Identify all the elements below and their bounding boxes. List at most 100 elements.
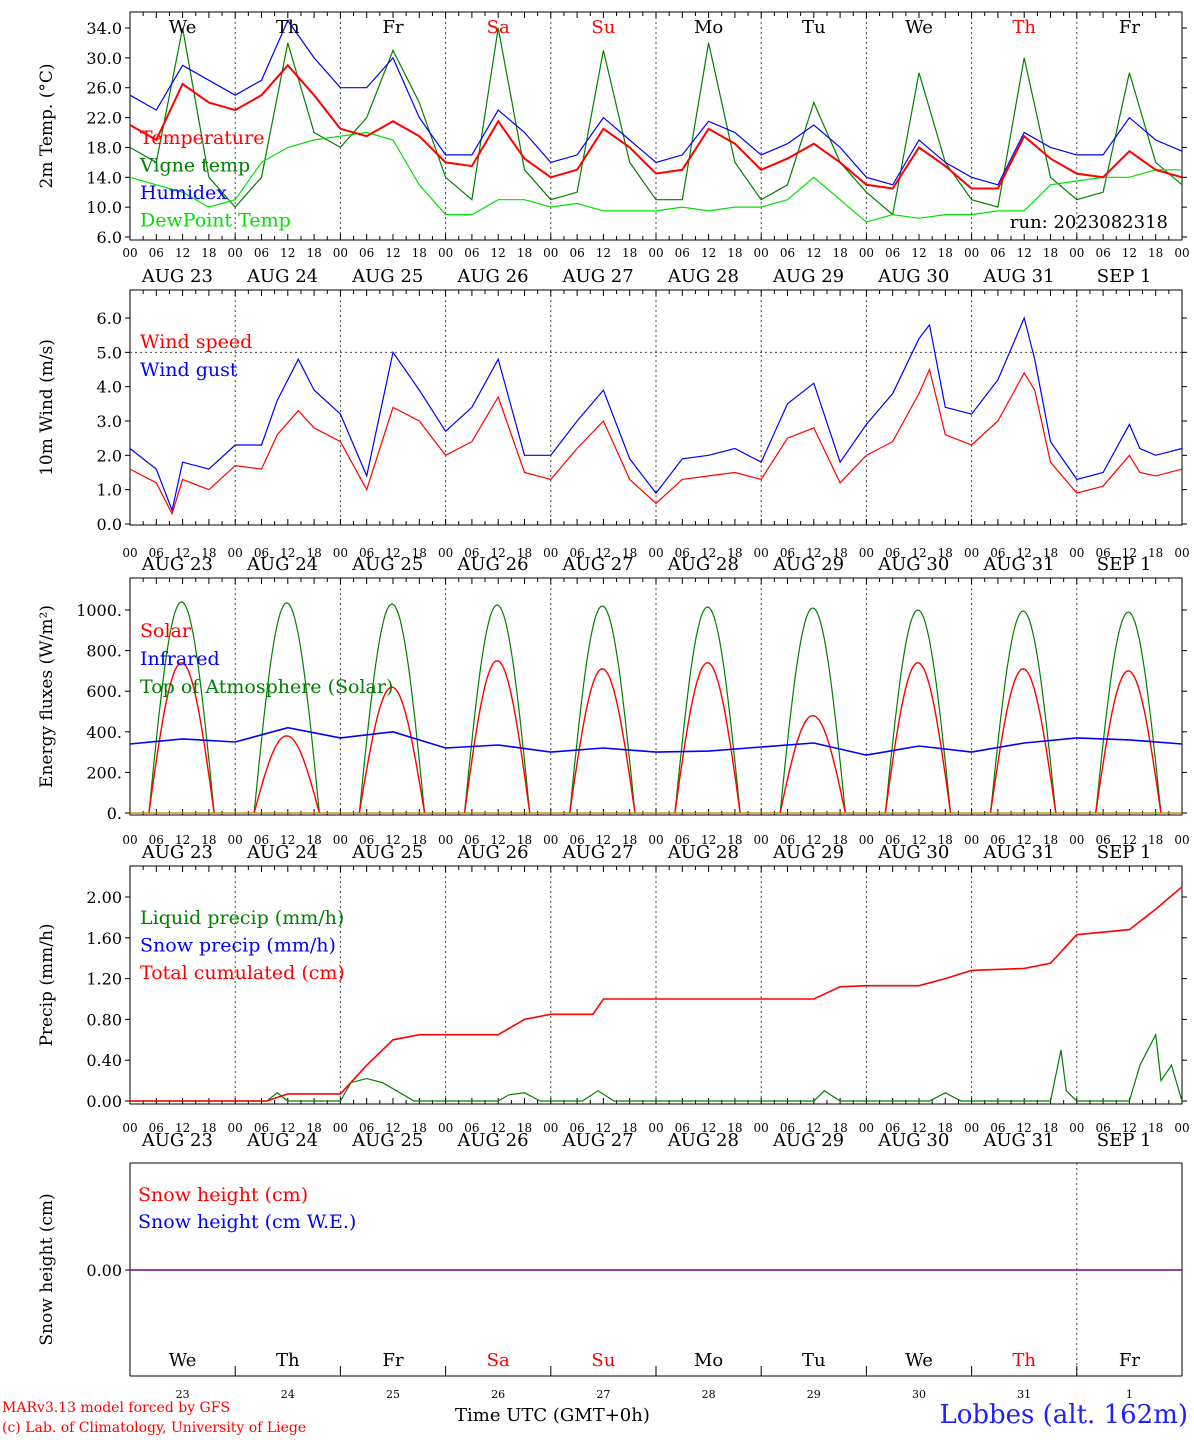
hour-tick-label: 06 xyxy=(254,546,269,560)
hour-tick-label: 06 xyxy=(359,1121,374,1135)
plot-frame xyxy=(129,11,1183,241)
hour-tick-label: 06 xyxy=(1095,1121,1110,1135)
hour-tick-label: 06 xyxy=(990,1121,1005,1135)
hour-tick-label: 00 xyxy=(228,1121,243,1135)
date-label: AUG 30 xyxy=(877,554,949,575)
hour-tick-label: 00 xyxy=(1174,833,1189,847)
day-number-label: 1 xyxy=(1126,1388,1133,1401)
hour-tick-label: 18 xyxy=(832,546,847,560)
hour-tick-label: 06 xyxy=(464,1121,479,1135)
y-tick-label: 2.00 xyxy=(86,888,122,907)
hour-tick-label: 12 xyxy=(1122,1121,1137,1135)
hour-tick-label: 12 xyxy=(911,1121,926,1135)
date-label: SEP 1 xyxy=(1097,1130,1152,1151)
weekday-label: Fr xyxy=(382,1350,403,1371)
hour-tick-label: 06 xyxy=(675,833,690,847)
date-label: AUG 30 xyxy=(877,1130,949,1151)
date-label: AUG 28 xyxy=(667,842,739,863)
hour-tick-label: 06 xyxy=(464,833,479,847)
solar-curve xyxy=(358,686,426,814)
date-label: AUG 26 xyxy=(456,1130,528,1151)
day-number-label: 31 xyxy=(1017,1388,1031,1401)
weekday-label: Th xyxy=(1012,17,1036,38)
hour-tick-label: 18 xyxy=(622,246,637,260)
weekday-label: Fr xyxy=(1119,17,1140,38)
solar-curve xyxy=(884,662,952,814)
hour-tick-label: 18 xyxy=(938,546,953,560)
hour-tick-label: 18 xyxy=(517,833,532,847)
hour-tick-label: 18 xyxy=(1148,246,1163,260)
hour-tick-label: 00 xyxy=(122,1121,137,1135)
hour-tick-label: 12 xyxy=(385,546,400,560)
date-label: AUG 31 xyxy=(982,1130,1054,1151)
hour-tick-label: 00 xyxy=(438,246,453,260)
hour-tick-label: 12 xyxy=(911,833,926,847)
hour-tick-label: 06 xyxy=(885,833,900,847)
date-label: AUG 30 xyxy=(877,266,949,287)
legend-infrared: Infrared xyxy=(140,648,220,670)
legend-humidex-line: Humidex xyxy=(140,182,227,204)
date-label: AUG 23 xyxy=(141,1130,213,1151)
legend-liquid: Liquid precip (mm/h) xyxy=(140,907,344,929)
hour-tick-label: 18 xyxy=(622,546,637,560)
hour-tick-label: 00 xyxy=(648,246,663,260)
date-label: AUG 29 xyxy=(772,1130,844,1151)
weekday-label: Fr xyxy=(382,17,403,38)
legend-snow-height: Snow height (cm) xyxy=(138,1184,308,1206)
hour-tick-label: 00 xyxy=(438,546,453,560)
date-label: AUG 25 xyxy=(351,266,423,287)
date-label: AUG 25 xyxy=(351,1130,423,1151)
hour-tick-label: 06 xyxy=(885,1121,900,1135)
wind-panel: 0.0 1.0 2.0 3.0 4.0 5.0 6.0 10m Wind (m/s) 00 06 1… xyxy=(37,289,1190,575)
hour-tick-label: 12 xyxy=(806,1121,821,1135)
hour-tick-label: 12 xyxy=(385,1121,400,1135)
weekday-label: Th xyxy=(276,17,300,38)
hour-tick-label: 00 xyxy=(964,833,979,847)
legend-toa: Top of Atmosphere (Solar) xyxy=(140,676,393,698)
hour-tick-label: 06 xyxy=(885,546,900,560)
hour-tick-label: 12 xyxy=(491,833,506,847)
cumulated-precip-line xyxy=(130,886,1183,1102)
solar-curve xyxy=(463,660,531,814)
hour-tick-label: 00 xyxy=(754,546,769,560)
hour-tick-label: 12 xyxy=(911,246,926,260)
hour-tick-label: 12 xyxy=(806,546,821,560)
weekday-label: Su xyxy=(591,17,615,38)
date-label: AUG 24 xyxy=(246,554,318,575)
hour-tick-label: 00 xyxy=(1069,833,1084,847)
date-label: AUG 27 xyxy=(562,842,634,863)
day-number-label: 30 xyxy=(912,1388,926,1401)
toa-solar-curve xyxy=(569,605,636,814)
hour-tick-label: 12 xyxy=(175,1121,190,1135)
y-tick-label: 14.0 xyxy=(86,168,122,187)
y-tick-label: 0.00 xyxy=(86,1261,122,1280)
hour-tick-label: 12 xyxy=(701,246,716,260)
hour-tick-label: 18 xyxy=(412,546,427,560)
y-axis-label: 10m Wind (m/s) xyxy=(37,339,57,476)
y-tick-label: 1.20 xyxy=(86,970,122,989)
hour-tick-label: 06 xyxy=(780,833,795,847)
hour-tick-label: 00 xyxy=(859,546,874,560)
day-number-label: 24 xyxy=(281,1388,295,1401)
hour-tick-label: 18 xyxy=(727,546,742,560)
hour-tick-label: 12 xyxy=(1017,246,1032,260)
hour-tick-label: 18 xyxy=(938,1121,953,1135)
day-number-label: 25 xyxy=(386,1388,400,1401)
y-tick-label: 3.0 xyxy=(97,412,122,431)
toa-solar-curve xyxy=(148,601,215,814)
hour-tick-label: 12 xyxy=(280,1121,295,1135)
hour-tick-label: 00 xyxy=(964,246,979,260)
hour-tick-label: 00 xyxy=(859,1121,874,1135)
hour-tick-label: 18 xyxy=(622,1121,637,1135)
hour-tick-label: 06 xyxy=(359,246,374,260)
hour-tick-label: 18 xyxy=(1043,833,1058,847)
hour-tick-label: 12 xyxy=(1017,833,1032,847)
hour-tick-label: 18 xyxy=(832,246,847,260)
date-label: AUG 26 xyxy=(456,554,528,575)
date-label: AUG 31 xyxy=(982,266,1054,287)
y-tick-label: 1000. xyxy=(76,601,122,620)
hour-tick-label: 18 xyxy=(1148,1121,1163,1135)
day-number-label: 23 xyxy=(176,1388,190,1401)
hour-tick-label: 00 xyxy=(648,546,663,560)
toa-solar-curve xyxy=(358,603,426,814)
